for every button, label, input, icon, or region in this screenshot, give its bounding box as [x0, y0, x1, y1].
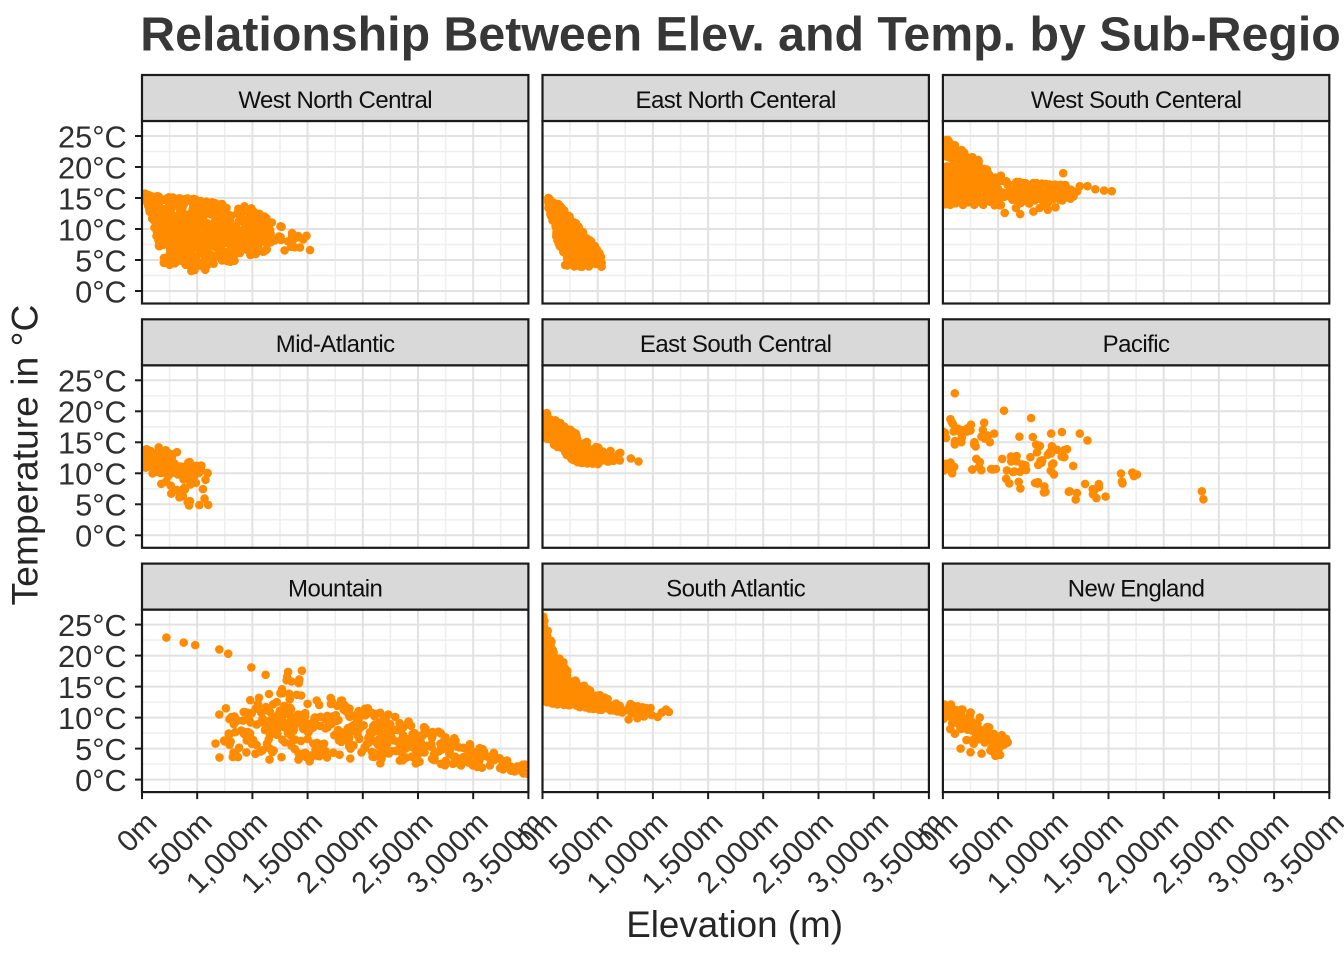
svg-text:10°C: 10°C	[58, 701, 127, 736]
svg-text:Mountain: Mountain	[288, 576, 382, 603]
svg-text:5°C: 5°C	[75, 488, 127, 523]
svg-text:West North Central: West North Central	[238, 87, 432, 114]
svg-text:Temperature in °C: Temperature in °C	[4, 305, 46, 606]
svg-text:5°C: 5°C	[75, 732, 127, 767]
svg-text:0°C: 0°C	[75, 274, 127, 309]
svg-text:15°C: 15°C	[58, 670, 127, 705]
svg-text:0°C: 0°C	[75, 519, 127, 554]
svg-text:10°C: 10°C	[58, 457, 127, 492]
svg-text:East North Centeral: East North Centeral	[636, 87, 836, 114]
svg-text:New England: New England	[1068, 576, 1205, 603]
svg-text:Elevation (m): Elevation (m)	[626, 904, 843, 945]
svg-text:Mid-Atlantic: Mid-Atlantic	[276, 331, 395, 358]
svg-text:25°C: 25°C	[58, 364, 127, 399]
svg-text:20°C: 20°C	[58, 150, 127, 185]
svg-text:Pacific: Pacific	[1103, 331, 1170, 358]
svg-text:15°C: 15°C	[58, 181, 127, 216]
svg-text:Relationship Between Elev. and: Relationship Between Elev. and Temp. by …	[140, 7, 1344, 61]
svg-text:15°C: 15°C	[58, 426, 127, 461]
svg-text:20°C: 20°C	[58, 395, 127, 430]
svg-text:20°C: 20°C	[58, 639, 127, 674]
svg-text:West South Centeral: West South Centeral	[1031, 87, 1242, 114]
svg-text:0°C: 0°C	[75, 763, 127, 798]
svg-text:25°C: 25°C	[58, 608, 127, 643]
svg-text:5°C: 5°C	[75, 243, 127, 278]
svg-text:South Atlantic: South Atlantic	[666, 576, 806, 603]
svg-text:East South Central: East South Central	[640, 331, 832, 358]
svg-text:10°C: 10°C	[58, 212, 127, 247]
svg-text:25°C: 25°C	[58, 119, 127, 154]
